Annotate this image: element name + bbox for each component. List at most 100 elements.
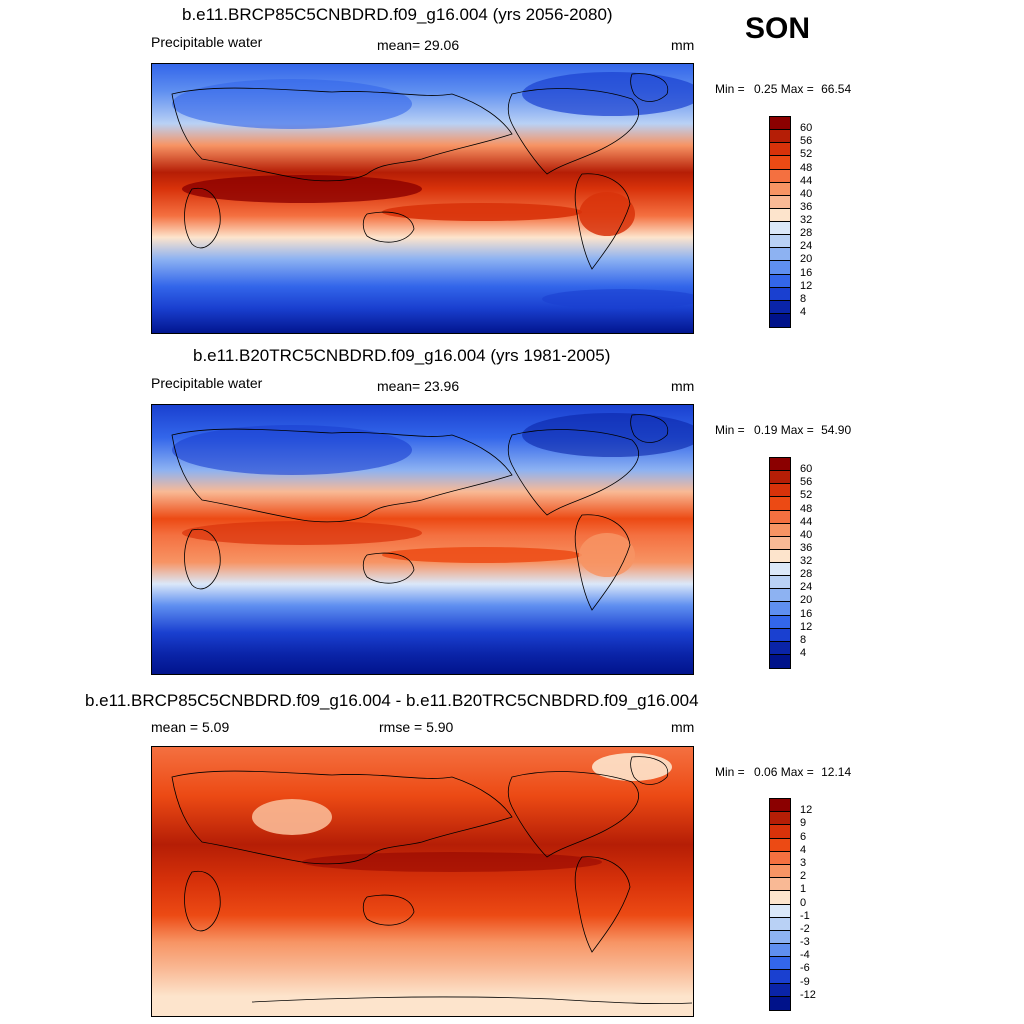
colorbar-swatch xyxy=(770,222,790,236)
max-value: 12.14 xyxy=(821,765,852,779)
colorbar-tick-label: 44 xyxy=(800,515,813,528)
colorbar-swatch xyxy=(770,300,790,314)
colorbar-tick-label: 4 xyxy=(800,646,807,659)
colorbar-swatch xyxy=(770,864,790,879)
panel-title: b.e11.BRCP85C5CNBDRD.f09_g16.004 - b.e11… xyxy=(85,691,699,710)
colorbar-tick-label: 0 xyxy=(800,896,807,909)
min-max-readout: Min = 0.19 Max = 54.90 xyxy=(715,423,851,437)
colorbar-tick-label: 3 xyxy=(800,856,807,869)
colorbar-tick-label: 56 xyxy=(800,476,813,489)
colorbar-tick-label: 2 xyxy=(800,870,807,883)
colorbar-swatch xyxy=(770,471,790,485)
colorbar-swatch xyxy=(770,195,790,209)
colorbar-tick-label: 24 xyxy=(800,581,813,594)
colorbar-swatch xyxy=(770,143,790,157)
colorbar-tick-label: 28 xyxy=(800,568,813,581)
mean-label: mean = 5.09 xyxy=(151,719,230,735)
colorbar-tick-label: 12 xyxy=(800,804,813,817)
colorbar-swatch xyxy=(770,235,790,249)
colorbar-swatch xyxy=(770,156,790,170)
colorbar-tick-label: 16 xyxy=(800,266,813,279)
colorbar-tick-label: 36 xyxy=(800,541,813,554)
season-label: SON xyxy=(745,12,811,45)
colorbar-tick-label: 40 xyxy=(800,187,813,200)
colorbar-tick-label: 44 xyxy=(800,174,813,187)
colorbar-swatch xyxy=(770,484,790,498)
colorbar-swatch xyxy=(770,589,790,603)
colorbar xyxy=(769,116,791,328)
colorbar-swatch xyxy=(770,117,790,131)
colorbar-tick-label: 20 xyxy=(800,594,813,607)
colorbar-tick-label: -3 xyxy=(800,936,810,949)
min-label: Min = xyxy=(715,765,745,779)
colorbar-tick-label: 60 xyxy=(800,122,813,135)
max-value: 66.54 xyxy=(821,82,852,96)
colorbar-swatch xyxy=(770,878,790,892)
map-plot xyxy=(151,746,694,1017)
colorbar xyxy=(769,798,791,1011)
colorbar-tick-label: 52 xyxy=(800,148,813,161)
colorbar-tick-label: 48 xyxy=(800,502,813,515)
world-map xyxy=(152,747,693,1016)
colorbar-tick-label: 1 xyxy=(800,883,807,896)
units-label: mm xyxy=(671,378,695,394)
colorbar-tick-label: 36 xyxy=(800,200,813,213)
colorbar-swatch xyxy=(770,523,790,537)
colorbar-swatch xyxy=(770,983,790,997)
world-map xyxy=(152,64,693,333)
colorbar-swatch xyxy=(770,536,790,550)
map-plot xyxy=(151,404,694,675)
min-max-readout: Min = 0.06 Max = 12.14 xyxy=(715,765,851,779)
colorbar-swatch xyxy=(770,641,790,655)
colorbar-tick-label: 32 xyxy=(800,555,813,567)
colorbar-swatch xyxy=(770,654,790,668)
colorbar-swatch xyxy=(770,130,790,144)
colorbar-swatch xyxy=(770,458,790,472)
colorbar-swatch xyxy=(770,812,790,826)
colorbar-swatch xyxy=(770,891,790,905)
colorbar-tick-label: 56 xyxy=(800,135,813,148)
colorbar-tick-label: 4 xyxy=(800,305,807,318)
max-value: 54.90 xyxy=(821,423,852,437)
colorbar-swatch xyxy=(770,549,790,563)
rmse-label: rmse = 5.90 xyxy=(379,719,454,735)
units-label: mm xyxy=(671,37,695,53)
min-max-readout: Min = 0.25 Max = 66.54 xyxy=(715,82,851,96)
max-label: Max = xyxy=(780,82,814,96)
colorbar-swatch xyxy=(770,274,790,288)
colorbar-swatch xyxy=(770,313,790,327)
units-label: mm xyxy=(671,719,695,735)
colorbar-swatch xyxy=(770,851,790,865)
colorbar-swatch xyxy=(770,838,790,852)
map-plot xyxy=(151,63,694,334)
colorbar-tick-label: 60 xyxy=(800,463,813,476)
colorbar-tick-label: 4 xyxy=(800,843,807,856)
min-value: 0.19 xyxy=(754,423,778,437)
colorbar-swatch xyxy=(770,287,790,301)
colorbar-swatch xyxy=(770,970,790,984)
colorbar-tick-label: 32 xyxy=(800,214,813,226)
colorbar-swatch xyxy=(770,615,790,629)
colorbar-tick-label: 12 xyxy=(800,620,813,633)
colorbar-swatch xyxy=(770,169,790,183)
variable-label: Precipitable water xyxy=(151,375,263,391)
colorbar-tick-label: -12 xyxy=(800,988,816,1001)
colorbar-swatch xyxy=(770,208,790,222)
colorbar-swatch xyxy=(770,602,790,616)
colorbar-swatch xyxy=(770,957,790,971)
colorbar-tick-label: 8 xyxy=(800,292,807,305)
mean-label: mean= 29.06 xyxy=(377,37,460,53)
colorbar-swatch xyxy=(770,576,790,590)
world-map xyxy=(152,405,693,674)
colorbar-tick-label: 40 xyxy=(800,528,813,541)
colorbar-swatch xyxy=(770,510,790,524)
colorbar-swatch xyxy=(770,182,790,196)
colorbar-swatch xyxy=(770,261,790,275)
colorbar-tick-label: -6 xyxy=(800,962,810,975)
colorbar-swatch xyxy=(770,904,790,918)
colorbar-swatch xyxy=(770,996,790,1010)
colorbar-tick-label: 28 xyxy=(800,227,813,240)
colorbar-tick-label: 6 xyxy=(800,830,807,843)
colorbar-swatch xyxy=(770,917,790,931)
colorbar-tick-label: 24 xyxy=(800,240,813,253)
